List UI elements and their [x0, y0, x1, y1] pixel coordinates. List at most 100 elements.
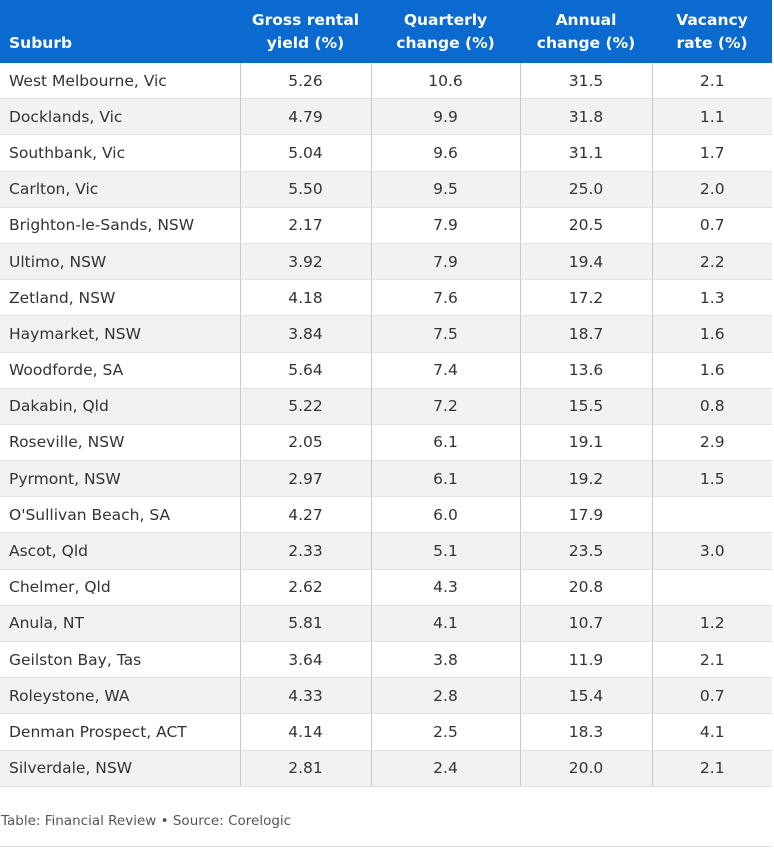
table-row: Brighton-le-Sands, NSW 2.17 7.9 20.5 0.7 — [0, 207, 772, 244]
gross-rental-yield-cell: 5.22 — [240, 388, 372, 425]
gross-rental-yield-cell: 2.17 — [240, 207, 372, 244]
vacancy-rate-cell: 1.1 — [652, 98, 772, 136]
gross-rental-yield-cell: 3.64 — [240, 641, 372, 679]
header-annual-change: Annual change (%) — [520, 0, 652, 63]
table-row: Haymarket, NSW 3.84 7.5 18.7 1.6 — [0, 315, 772, 353]
suburb-cell: Woodforde, SA — [0, 352, 241, 389]
quarterly-change-cell: 9.6 — [371, 134, 521, 172]
suburb-cell: Geilston Bay, Tas — [0, 641, 241, 679]
vacancy-rate-cell: 1.6 — [652, 315, 772, 353]
vacancy-rate-cell — [652, 569, 772, 606]
gross-rental-yield-cell: 2.33 — [240, 532, 372, 570]
quarterly-change-cell: 9.5 — [371, 171, 521, 208]
suburb-cell: Denman Prospect, ACT — [0, 713, 241, 751]
suburb-cell: Ultimo, NSW — [0, 243, 241, 281]
annual-change-cell: 10.7 — [520, 605, 653, 643]
vacancy-rate-cell — [652, 496, 772, 534]
suburb-cell: O'Sullivan Beach, SA — [0, 496, 241, 534]
quarterly-change-cell: 10.6 — [371, 63, 521, 100]
quarterly-change-cell: 7.2 — [371, 388, 521, 425]
quarterly-change-cell: 3.8 — [371, 641, 521, 679]
gross-rental-yield-cell: 5.81 — [240, 605, 372, 643]
annual-change-cell: 31.1 — [520, 134, 653, 172]
gross-rental-yield-cell: 5.64 — [240, 352, 372, 389]
quarterly-change-cell: 4.3 — [371, 569, 521, 606]
quarterly-change-cell: 7.9 — [371, 207, 521, 244]
header-suburb: Suburb — [0, 0, 240, 63]
annual-change-cell: 11.9 — [520, 641, 653, 679]
table-row: West Melbourne, Vic 5.26 10.6 31.5 2.1 — [0, 63, 772, 100]
suburb-cell: Southbank, Vic — [0, 134, 241, 172]
annual-change-cell: 19.2 — [520, 460, 653, 498]
annual-change-cell: 18.3 — [520, 713, 653, 751]
gross-rental-yield-cell: 5.50 — [240, 171, 372, 208]
annual-change-cell: 20.0 — [520, 750, 653, 787]
gross-rental-yield-cell: 4.27 — [240, 496, 372, 534]
gross-rental-yield-cell: 2.62 — [240, 569, 372, 606]
vacancy-rate-cell: 2.9 — [652, 424, 772, 462]
suburb-cell: Haymarket, NSW — [0, 315, 241, 353]
table-body: West Melbourne, Vic 5.26 10.6 31.5 2.1 Dockla… — [0, 63, 772, 787]
annual-change-cell: 31.5 — [520, 63, 653, 100]
annual-change-cell: 19.4 — [520, 243, 653, 281]
quarterly-change-cell: 9.9 — [371, 98, 521, 136]
suburb-cell: Anula, NT — [0, 605, 241, 643]
annual-change-cell: 20.8 — [520, 569, 653, 606]
quarterly-change-cell: 7.5 — [371, 315, 521, 353]
suburb-cell: Roleystone, WA — [0, 677, 241, 715]
vacancy-rate-cell: 2.0 — [652, 171, 772, 208]
suburb-cell: Pyrmont, NSW — [0, 460, 241, 498]
vacancy-rate-cell: 0.7 — [652, 207, 772, 244]
quarterly-change-cell: 2.8 — [371, 677, 521, 715]
quarterly-change-cell: 2.4 — [371, 750, 521, 787]
quarterly-change-cell: 7.4 — [371, 352, 521, 389]
annual-change-cell: 20.5 — [520, 207, 653, 244]
gross-rental-yield-cell: 3.84 — [240, 315, 372, 353]
header-row: Suburb Gross rental yield (%) Quarterly … — [0, 0, 772, 63]
table-row: Docklands, Vic 4.79 9.9 31.8 1.1 — [0, 98, 772, 136]
table-row: O'Sullivan Beach, SA 4.27 6.0 17.9 — [0, 496, 772, 534]
vacancy-rate-cell: 2.2 — [652, 243, 772, 281]
gross-rental-yield-cell: 4.18 — [240, 279, 372, 317]
annual-change-cell: 15.4 — [520, 677, 653, 715]
quarterly-change-cell: 4.1 — [371, 605, 521, 643]
table-row: Chelmer, Qld 2.62 4.3 20.8 — [0, 569, 772, 606]
table-row: Roleystone, WA 4.33 2.8 15.4 0.7 — [0, 677, 772, 715]
gross-rental-yield-cell: 4.79 — [240, 98, 372, 136]
quarterly-change-cell: 7.9 — [371, 243, 521, 281]
annual-change-cell: 15.5 — [520, 388, 653, 425]
table-row: Southbank, Vic 5.04 9.6 31.1 1.7 — [0, 134, 772, 172]
vacancy-rate-cell: 1.7 — [652, 134, 772, 172]
table-row: Woodforde, SA 5.64 7.4 13.6 1.6 — [0, 352, 772, 389]
suburb-cell: Docklands, Vic — [0, 98, 241, 136]
annual-change-cell: 17.2 — [520, 279, 653, 317]
suburb-cell: Dakabin, Qld — [0, 388, 241, 425]
vacancy-rate-cell: 2.1 — [652, 750, 772, 787]
gross-rental-yield-cell: 2.05 — [240, 424, 372, 462]
suburb-cell: Silverdale, NSW — [0, 750, 241, 787]
gross-rental-yield-cell: 5.26 — [240, 63, 372, 100]
vacancy-rate-cell: 1.5 — [652, 460, 772, 498]
gross-rental-yield-cell: 5.04 — [240, 134, 372, 172]
suburb-cell: Roseville, NSW — [0, 424, 241, 462]
quarterly-change-cell: 7.6 — [371, 279, 521, 317]
header-quarterly-change: Quarterly change (%) — [371, 0, 520, 63]
suburb-cell: Carlton, Vic — [0, 171, 241, 208]
table-header: Suburb Gross rental yield (%) Quarterly … — [0, 0, 772, 63]
table-row: Carlton, Vic 5.50 9.5 25.0 2.0 — [0, 171, 772, 208]
table-row: Ultimo, NSW 3.92 7.9 19.4 2.2 — [0, 243, 772, 281]
gross-rental-yield-cell: 2.81 — [240, 750, 372, 787]
gross-rental-yield-cell: 2.97 — [240, 460, 372, 498]
annual-change-cell: 31.8 — [520, 98, 653, 136]
table-footer-source: Table: Financial Review • Source: Corelo… — [0, 813, 772, 847]
quarterly-change-cell: 6.1 — [371, 460, 521, 498]
suburb-cell: Brighton-le-Sands, NSW — [0, 207, 241, 244]
annual-change-cell: 18.7 — [520, 315, 653, 353]
vacancy-rate-cell: 2.1 — [652, 63, 772, 100]
vacancy-rate-cell: 0.7 — [652, 677, 772, 715]
table-row: Geilston Bay, Tas 3.64 3.8 11.9 2.1 — [0, 641, 772, 679]
table-row: Roseville, NSW 2.05 6.1 19.1 2.9 — [0, 424, 772, 462]
annual-change-cell: 23.5 — [520, 532, 653, 570]
vacancy-rate-cell: 1.6 — [652, 352, 772, 389]
